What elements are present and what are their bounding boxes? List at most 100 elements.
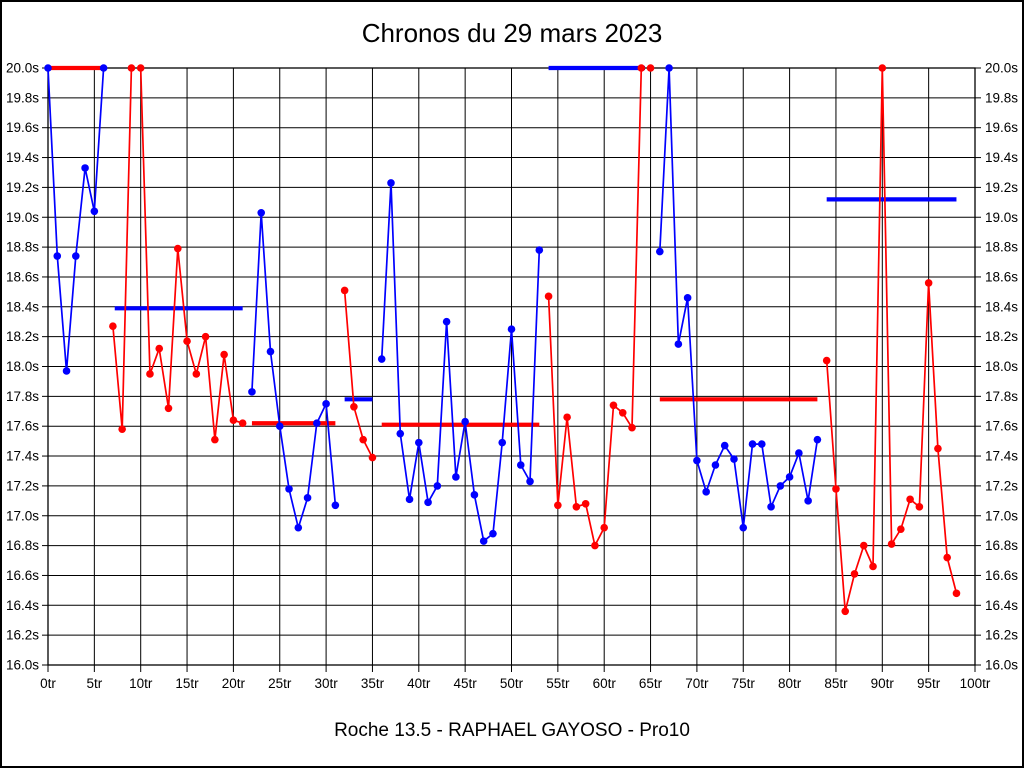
- y-axis-label-right: 16.6s: [985, 568, 1018, 583]
- lap-point: [822, 356, 831, 365]
- lap-point: [656, 247, 664, 256]
- lap-point: [516, 461, 525, 469]
- lap-point: [155, 344, 164, 353]
- y-axis-label-right: 19.2s: [985, 180, 1018, 195]
- y-axis-label-left: 17.6s: [6, 419, 39, 434]
- lap-point: [554, 501, 562, 510]
- lap-point: [294, 523, 303, 532]
- y-axis-label-right: 18.6s: [985, 269, 1018, 284]
- x-axis-label: 5tr: [86, 676, 102, 691]
- x-axis-label: 95tr: [917, 676, 941, 691]
- lap-point: [322, 400, 330, 408]
- y-axis-label-right: 18.8s: [985, 240, 1018, 255]
- y-axis-label-left: 16.2s: [6, 628, 39, 643]
- lap-point: [767, 502, 775, 511]
- series-stint-4: [340, 286, 377, 462]
- y-axis-label-right: 17.8s: [985, 389, 1018, 404]
- lap-point: [897, 525, 905, 533]
- lap-point: [934, 444, 942, 453]
- lap-point: [693, 456, 701, 465]
- lap-point: [776, 482, 785, 490]
- lap-point: [313, 419, 321, 428]
- lap-point: [90, 207, 99, 216]
- y-axis-label-right: 17.0s: [985, 508, 1018, 523]
- lap-point: [572, 502, 581, 511]
- lap-point: [489, 529, 497, 538]
- lap-point: [730, 455, 738, 463]
- lap-point: [628, 423, 636, 432]
- y-axis-label-left: 16.0s: [6, 658, 39, 673]
- lap-point: [600, 523, 608, 532]
- lap-point: [535, 246, 544, 254]
- lap-point: [303, 494, 312, 502]
- lap-point: [192, 370, 201, 378]
- lap-line: [380, 182, 541, 542]
- y-axis-label-right: 16.2s: [985, 628, 1018, 643]
- y-axis-label-left: 18.2s: [6, 329, 39, 344]
- y-axis-label-left: 20.0s: [6, 61, 39, 76]
- x-axis-label: 45tr: [454, 676, 478, 691]
- lap-point: [581, 500, 590, 508]
- series-stint-5: [377, 179, 544, 545]
- x-axis-label: 40tr: [407, 676, 431, 691]
- y-axis-label-right: 19.8s: [985, 90, 1018, 105]
- y-axis-label-right: 18.2s: [985, 329, 1018, 344]
- lap-point: [470, 491, 479, 499]
- y-axis-label-left: 18.6s: [6, 269, 39, 284]
- lap-point: [461, 417, 469, 426]
- y-axis-label-left: 19.6s: [6, 120, 39, 135]
- lap-point: [720, 441, 729, 450]
- lap-point: [72, 252, 80, 260]
- lap-point: [452, 473, 460, 481]
- lap-point: [813, 435, 822, 444]
- series-stint-1: [44, 64, 108, 375]
- lap-point: [711, 461, 720, 469]
- lap-point: [238, 419, 247, 428]
- x-axis-label: 100tr: [960, 676, 991, 691]
- x-axis-label: 70tr: [685, 676, 709, 691]
- lap-line: [547, 67, 643, 546]
- lap-point: [850, 570, 859, 578]
- lap-point: [869, 562, 877, 571]
- lap-point: [748, 440, 757, 448]
- lap-point: [275, 422, 284, 431]
- lap-point: [146, 370, 154, 378]
- lap-point: [924, 279, 933, 287]
- y-axis-label-right: 19.6s: [985, 120, 1018, 135]
- lap-point: [285, 485, 293, 493]
- y-axis-label-left: 18.8s: [6, 240, 39, 255]
- x-axis-label: 65tr: [639, 676, 663, 691]
- lap-point: [415, 438, 423, 447]
- lap-point: [618, 408, 627, 417]
- lap-point: [952, 589, 961, 598]
- lap-point: [609, 401, 618, 410]
- lap-line: [343, 290, 374, 458]
- lap-point: [62, 367, 71, 375]
- lap-line: [47, 67, 105, 372]
- y-axis-label-right: 18.0s: [985, 359, 1018, 374]
- x-axis-label: 20tr: [222, 676, 246, 691]
- y-axis-label-right: 17.6s: [985, 419, 1018, 434]
- lap-point: [591, 541, 599, 550]
- y-axis-label-left: 19.8s: [6, 90, 39, 105]
- lap-point: [248, 388, 256, 396]
- axis-ticks: [42, 67, 981, 672]
- lap-point: [646, 64, 655, 72]
- lap-point: [164, 404, 173, 413]
- series-stint-2: [109, 64, 247, 444]
- lap-point: [544, 292, 553, 301]
- lap-point: [257, 208, 266, 217]
- y-axis-label-right: 19.4s: [985, 150, 1018, 165]
- lap-point: [832, 485, 840, 493]
- lap-point: [637, 64, 646, 72]
- y-axis-label-left: 18.4s: [6, 299, 39, 314]
- y-axis-label-left: 17.4s: [6, 449, 39, 464]
- lap-point: [424, 498, 432, 507]
- x-axis-label: 90tr: [871, 676, 895, 691]
- lap-line: [112, 67, 243, 440]
- lap-line: [251, 212, 337, 528]
- x-axis-label: 15tr: [175, 676, 199, 691]
- lap-line: [825, 67, 958, 612]
- series-stint-7: [656, 64, 822, 532]
- lap-point: [359, 435, 367, 444]
